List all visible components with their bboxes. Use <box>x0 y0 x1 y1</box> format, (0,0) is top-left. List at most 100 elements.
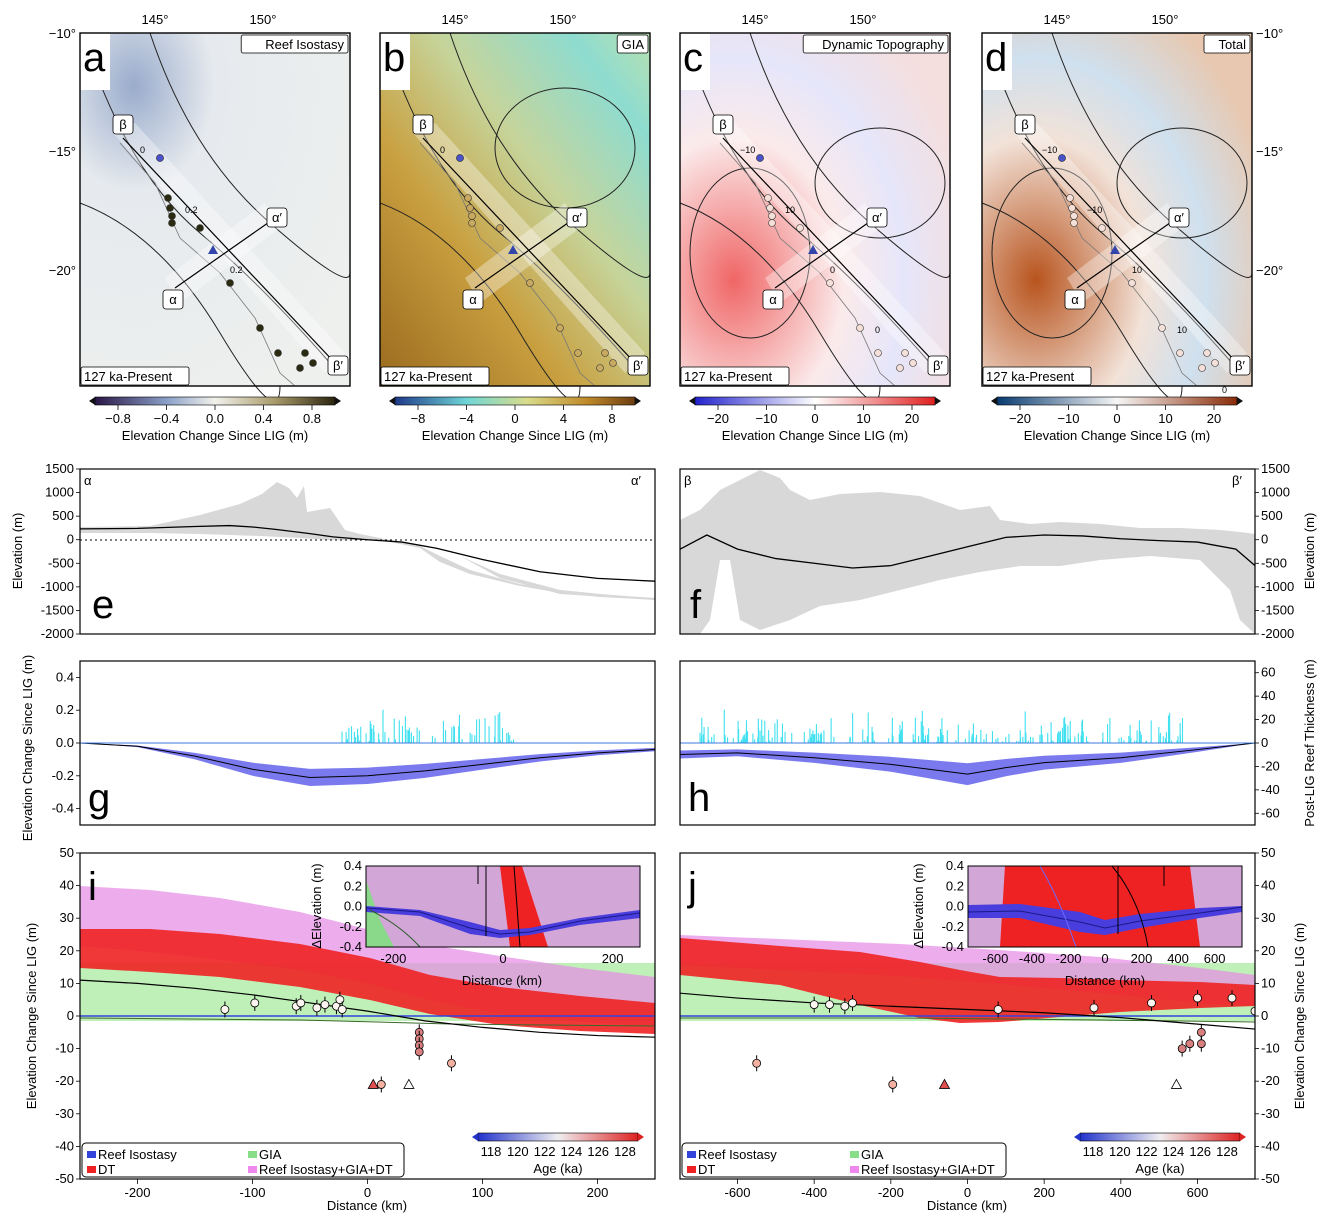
observation-point <box>414 1047 424 1057</box>
panel-e-elevation-envelope <box>80 482 655 600</box>
panel-h-uncertainty-band <box>680 743 1255 786</box>
map-d-contour-label: −10 <box>1087 205 1102 215</box>
panel-i-ytick: -30 <box>55 1106 74 1121</box>
panel-g-letter: g <box>88 776 110 820</box>
map-b-title: GIA <box>622 37 645 52</box>
panel-h-letter: h <box>688 776 710 820</box>
panel-j-letter: j <box>687 865 697 909</box>
map-d-label-beta-prime: β′ <box>1235 358 1245 373</box>
map-b-site <box>609 359 617 367</box>
map-a-time-box <box>80 366 190 386</box>
map-d-cb-tick: −10 <box>1057 411 1079 426</box>
panel-j-ytick: -10 <box>1261 1041 1280 1056</box>
map-b-label-beta-box <box>412 114 434 135</box>
map-a-lon-tick: 145° <box>142 12 169 27</box>
map-b-title-box <box>616 34 649 54</box>
map-d-label-beta: β <box>1021 117 1028 132</box>
xtick: 400 <box>1110 1185 1132 1200</box>
observation-point <box>337 1005 347 1014</box>
panel-f-ytick: -500 <box>1261 555 1287 570</box>
panel-j-xlabel: Distance (km) <box>927 1198 1007 1213</box>
panel-j-age-colorbar: 118 120 122 124 126 128 Age (ka) <box>1074 1132 1246 1176</box>
map-b-site <box>496 224 504 232</box>
panel-j-inset-xlabel: Distance (km) <box>1065 973 1145 988</box>
inset-xtick: 600 <box>1204 951 1226 966</box>
map-c-site <box>768 219 776 227</box>
map-d-colorbar-label: Elevation Change Since LIG (m) <box>1024 428 1210 443</box>
map-b-cb-tick: −8 <box>411 411 426 426</box>
panel-j-ylabel: Elevation Change Since LIG (m) <box>1292 923 1307 1109</box>
panel-i-ytick: -20 <box>55 1073 74 1088</box>
panel-i-ytick: 50 <box>60 845 74 860</box>
map-d-title-box <box>1203 34 1251 54</box>
map-d-label-alpha: α <box>1071 292 1079 307</box>
map-c-label-beta-prime: β′ <box>933 358 943 373</box>
map-a-site <box>164 194 172 202</box>
xtick: -400 <box>801 1185 827 1200</box>
map-c-site <box>766 204 774 212</box>
legend-i-dt: DT <box>98 1162 115 1177</box>
observation-point <box>220 1005 230 1014</box>
map-d-site <box>1098 224 1106 232</box>
map-a-site <box>301 349 309 357</box>
map-d-swath-beta <box>1015 123 1247 373</box>
panel-g-mean-line <box>79 742 656 778</box>
map-a-colorbar-arrow-right <box>335 397 341 405</box>
panel-i-inset-xlabel: Distance (km) <box>462 973 542 988</box>
xtick: -600 <box>724 1185 750 1200</box>
map-d-site <box>1066 194 1074 202</box>
panel-j-age-label: Age (ka) <box>1135 1161 1184 1176</box>
map-c-site <box>856 324 864 332</box>
observation-point <box>1196 1027 1206 1037</box>
map-d-letter-box <box>982 33 1012 90</box>
map-a-contour <box>149 32 351 278</box>
inset-xtick: 0 <box>499 951 506 966</box>
panel-j-legend: Reef Isostasy DT GIA Reef Isostasy+GIA+D… <box>681 1142 1007 1178</box>
map-lat-tick-left: −20° <box>49 263 76 278</box>
xtick: 100 <box>472 1185 494 1200</box>
map-d-lon-tick: 150° <box>1152 12 1179 27</box>
map-d-label-beta-box <box>1014 114 1036 135</box>
map-d-title: Total <box>1219 37 1247 52</box>
map-b-swath-beta <box>413 123 645 373</box>
map-a-cb-tick: 0.8 <box>303 411 321 426</box>
map-b-triangle-site <box>508 245 518 254</box>
map-c-letter-box <box>680 33 710 90</box>
xtick: 0 <box>364 1185 371 1200</box>
map-b-colorbar-arrow-right <box>635 397 641 405</box>
map-c-label-alpha-prime-box <box>866 207 888 228</box>
legend-j-dt: DT <box>698 1162 715 1177</box>
panel-j-inset-ylabel: ΔElevation (m) <box>911 863 926 948</box>
panel-f-corner-left: β <box>684 473 691 488</box>
map-a-label-beta: β <box>119 117 126 132</box>
map-d-cb-tick: −20 <box>1009 411 1031 426</box>
panel-i-letter: i <box>88 865 97 909</box>
panel-f-ylabel: Elevation (m) <box>1302 513 1317 590</box>
map-c-triangle-site <box>808 245 818 254</box>
map-a-site <box>274 349 282 357</box>
age-tick: 124 <box>1163 1144 1185 1159</box>
map-a-contour-label: 0.2 <box>185 205 198 215</box>
map-d-site <box>1070 212 1078 220</box>
map-d-contour-label: −10 <box>1042 145 1057 155</box>
panel-g-ytick: -0.2 <box>52 768 74 783</box>
inset-xtick: 400 <box>1167 951 1189 966</box>
map-a-colorbar-arrow-left <box>89 397 95 405</box>
panel-e-profile-line <box>79 524 656 582</box>
panel-h-ytick: 40 <box>1261 688 1275 703</box>
map-b-site <box>468 212 476 220</box>
map-c-time-box <box>680 366 790 386</box>
panel-i-ytick: -50 <box>55 1171 74 1186</box>
inset-xtick: -600 <box>982 951 1008 966</box>
map-b-site <box>464 194 472 202</box>
age-tick: 126 <box>1189 1144 1211 1159</box>
xtick: -200 <box>878 1185 904 1200</box>
inset-ytick: -0.2 <box>942 919 964 934</box>
map-a-cb-tick: −0.8 <box>105 411 131 426</box>
observation-triangle <box>938 1078 951 1089</box>
map-d-site <box>1203 349 1211 357</box>
map-d-letter: d <box>985 36 1007 80</box>
panel-g: g 0.4 0.2 0.0 -0.2 -0.4 <box>52 660 656 826</box>
panel-f-ytick: -2000 <box>1261 626 1294 641</box>
inset-ytick: 0.0 <box>946 899 964 914</box>
